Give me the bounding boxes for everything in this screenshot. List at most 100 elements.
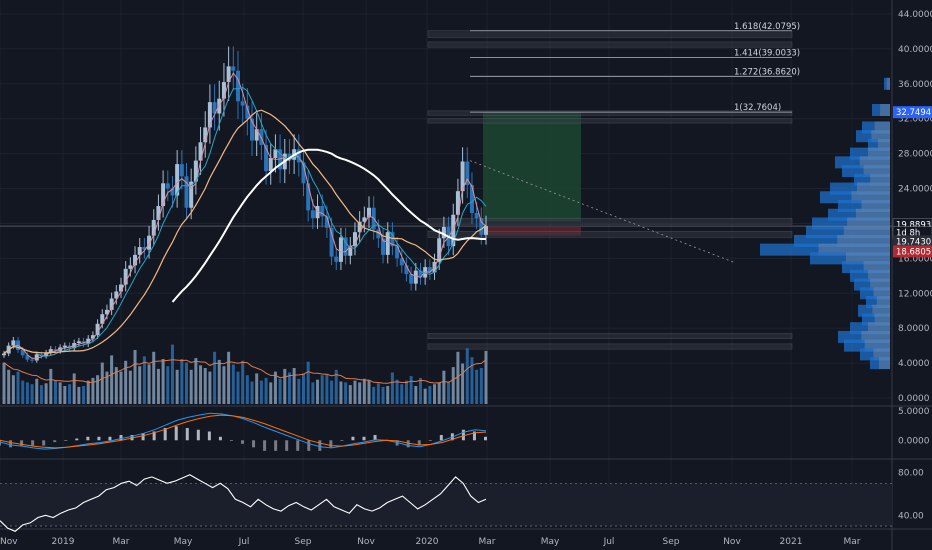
volume-bar bbox=[199, 365, 203, 404]
price-badge bbox=[893, 245, 932, 258]
price-axis-label: 28.0000 bbox=[898, 150, 932, 160]
candle-body bbox=[306, 183, 311, 211]
volume-bar bbox=[7, 369, 11, 404]
macd-histogram-bar bbox=[185, 427, 189, 441]
sr-box bbox=[427, 41, 793, 48]
candle-body bbox=[310, 210, 315, 219]
volume-bar bbox=[175, 369, 179, 404]
candle-body bbox=[25, 355, 30, 360]
macd-histogram-bar bbox=[196, 429, 200, 441]
time-axis-label: May bbox=[541, 537, 560, 547]
macd-histogram-bar bbox=[20, 440, 24, 446]
candle-body bbox=[376, 229, 381, 239]
price-badge-label: 18.6805 bbox=[896, 247, 931, 257]
price-axis-label: 16.0000 bbox=[898, 254, 932, 264]
time-axis-label: Mar bbox=[113, 537, 130, 547]
volume-bar bbox=[297, 378, 301, 404]
macd-histogram-bar bbox=[263, 440, 267, 451]
price-axis-label: 8.0000 bbox=[898, 324, 930, 334]
macd-histogram-bar bbox=[472, 431, 476, 441]
volume-bar bbox=[138, 366, 142, 404]
volume-bar bbox=[217, 359, 221, 404]
volume-bar bbox=[339, 381, 343, 404]
candle-body bbox=[418, 270, 423, 278]
candle-body bbox=[221, 82, 226, 99]
macd-histogram-bar bbox=[274, 440, 278, 451]
volume-bar bbox=[11, 375, 15, 404]
target-zone bbox=[483, 112, 581, 222]
macd-axis-label: 0.0000 bbox=[898, 436, 930, 446]
volume-bar bbox=[428, 386, 432, 404]
volume-profile-bar bbox=[886, 77, 890, 90]
candle-body bbox=[334, 256, 339, 262]
rsi-band bbox=[0, 483, 892, 526]
volume-profile-bar bbox=[884, 77, 890, 90]
volume-bar bbox=[344, 382, 348, 404]
candle-body bbox=[441, 226, 446, 239]
volume-bar bbox=[241, 360, 245, 404]
ma-mid-line bbox=[3, 86, 487, 357]
volume-bar bbox=[77, 386, 81, 404]
volume-bar bbox=[49, 368, 53, 404]
macd-histogram-bar bbox=[484, 436, 487, 441]
volume-bar bbox=[376, 383, 380, 404]
volume-profile-bar bbox=[870, 357, 890, 370]
candle-body bbox=[254, 129, 259, 141]
volume-bar bbox=[362, 378, 366, 404]
candle-body bbox=[409, 274, 414, 284]
candle-body bbox=[151, 219, 156, 236]
macd-histogram-bar bbox=[42, 440, 46, 446]
volume-bar bbox=[189, 369, 193, 404]
volume-bar bbox=[484, 350, 488, 404]
macd-histogram-bar bbox=[461, 429, 465, 441]
time-axis-label: Jul bbox=[603, 537, 615, 547]
volume-bar bbox=[334, 369, 338, 404]
volume-bar bbox=[213, 351, 217, 404]
volume-bar bbox=[53, 380, 57, 404]
macd-histogram-bar bbox=[340, 440, 344, 441]
candle-body bbox=[352, 232, 357, 247]
candle-body bbox=[427, 267, 432, 273]
volume-bar bbox=[39, 385, 43, 404]
volume-bar bbox=[124, 360, 128, 404]
time-axis-label: 2020 bbox=[416, 537, 439, 547]
candle-body bbox=[343, 237, 348, 256]
volume-bar bbox=[30, 384, 34, 404]
volume-bar bbox=[348, 385, 352, 404]
candle-body bbox=[62, 345, 67, 348]
candle-body bbox=[413, 270, 418, 284]
volume-bar bbox=[110, 355, 114, 404]
volume-bar bbox=[465, 348, 469, 404]
candle-body bbox=[381, 238, 386, 255]
volume-bar bbox=[222, 366, 226, 404]
price-axis-label: 36.0000 bbox=[898, 80, 932, 90]
candle-body bbox=[250, 118, 255, 141]
candle-body bbox=[203, 127, 208, 143]
sr-box bbox=[427, 30, 793, 38]
candle-body bbox=[404, 265, 409, 275]
candle-body bbox=[296, 149, 301, 163]
macd-histogram-bar bbox=[373, 435, 377, 441]
macd-line bbox=[0, 412, 487, 450]
volume-bar bbox=[35, 378, 39, 404]
candle-body bbox=[264, 144, 269, 172]
macd-histogram-bar bbox=[329, 440, 333, 448]
candle-body bbox=[362, 217, 367, 222]
candle-body bbox=[133, 254, 138, 266]
candle-body bbox=[11, 340, 16, 346]
candle-body bbox=[161, 183, 166, 206]
candle-body bbox=[455, 191, 460, 215]
price-badge-label: 19.8893 bbox=[896, 220, 931, 230]
macd-histogram-bar bbox=[141, 433, 145, 441]
candle-body bbox=[273, 149, 278, 158]
macd-histogram-bar bbox=[163, 427, 167, 441]
candle-body bbox=[451, 214, 456, 247]
sr-box bbox=[427, 333, 793, 339]
fib-level-label: 1.618(42.0795) bbox=[734, 22, 800, 32]
macd-histogram-bar bbox=[31, 440, 35, 446]
volume-bar bbox=[105, 371, 109, 404]
volume-bar bbox=[100, 362, 104, 404]
macd-signal-line bbox=[0, 414, 487, 449]
